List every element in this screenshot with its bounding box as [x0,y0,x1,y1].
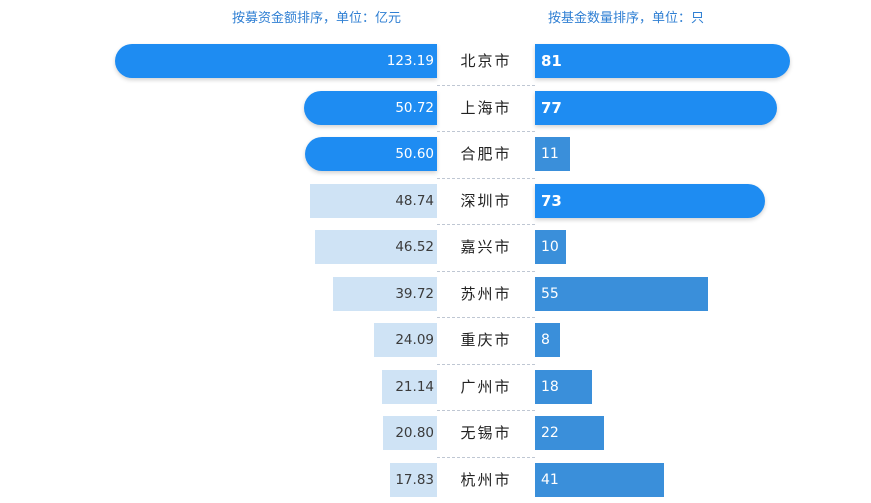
row-divider [437,457,535,458]
left-value-label: 17.83 [395,472,434,488]
left-bar [390,463,437,497]
row-divider [437,85,535,86]
right-bar [535,416,604,450]
row-divider [437,224,535,225]
left-value-label: 39.72 [395,286,434,302]
right-value-label: 73 [541,192,562,210]
row-divider [437,410,535,411]
left-title: 按募资金额排序，单位：亿元 [232,11,402,26]
city-label: 北京市 [460,52,512,70]
right-value-label: 18 [541,379,559,395]
left-bar [115,44,437,78]
right-bar [535,463,664,497]
left-value-label: 50.60 [395,146,434,162]
right-value-label: 10 [541,239,559,255]
left-value-label: 50.72 [395,100,434,116]
right-bar [535,370,592,404]
city-label: 上海市 [460,99,512,117]
row-divider [437,271,535,272]
left-bar [383,416,437,450]
left-value-label: 24.09 [395,332,434,348]
right-value-label: 8 [541,332,550,348]
city-label: 苏州市 [460,285,512,303]
city-label: 嘉兴市 [460,238,512,256]
right-bar [535,277,708,311]
city-label: 广州市 [460,378,512,396]
row-divider [437,364,535,365]
left-value-label: 20.80 [395,425,434,441]
row-divider [437,131,535,132]
city-label: 无锡市 [460,424,512,442]
row-divider [437,317,535,318]
city-label: 合肥市 [460,145,512,163]
right-value-label: 81 [541,52,562,70]
left-bar [304,91,437,125]
right-value-label: 77 [541,99,562,117]
left-bar [310,184,437,218]
right-value-label: 22 [541,425,559,441]
right-bar [535,184,765,218]
city-label: 深圳市 [460,192,512,210]
right-bar [535,44,790,78]
city-label: 杭州市 [460,471,512,489]
right-bar [535,91,777,125]
right-bar [535,323,560,357]
right-value-label: 41 [541,472,559,488]
right-title: 按基金数量排序，单位：只 [548,11,705,26]
row-divider [437,178,535,179]
left-bar [315,230,437,264]
left-bar [382,370,437,404]
right-value-label: 55 [541,286,559,302]
right-bar [535,230,566,264]
left-bar [333,277,437,311]
right-value-label: 11 [541,146,559,162]
right-bar [535,137,570,171]
city-label: 重庆市 [460,331,512,349]
left-value-label: 21.14 [395,379,434,395]
left-value-label: 123.19 [386,53,434,69]
left-bar [374,323,437,357]
left-bar [305,137,437,171]
left-value-label: 48.74 [395,193,434,209]
left-value-label: 46.52 [395,239,434,255]
